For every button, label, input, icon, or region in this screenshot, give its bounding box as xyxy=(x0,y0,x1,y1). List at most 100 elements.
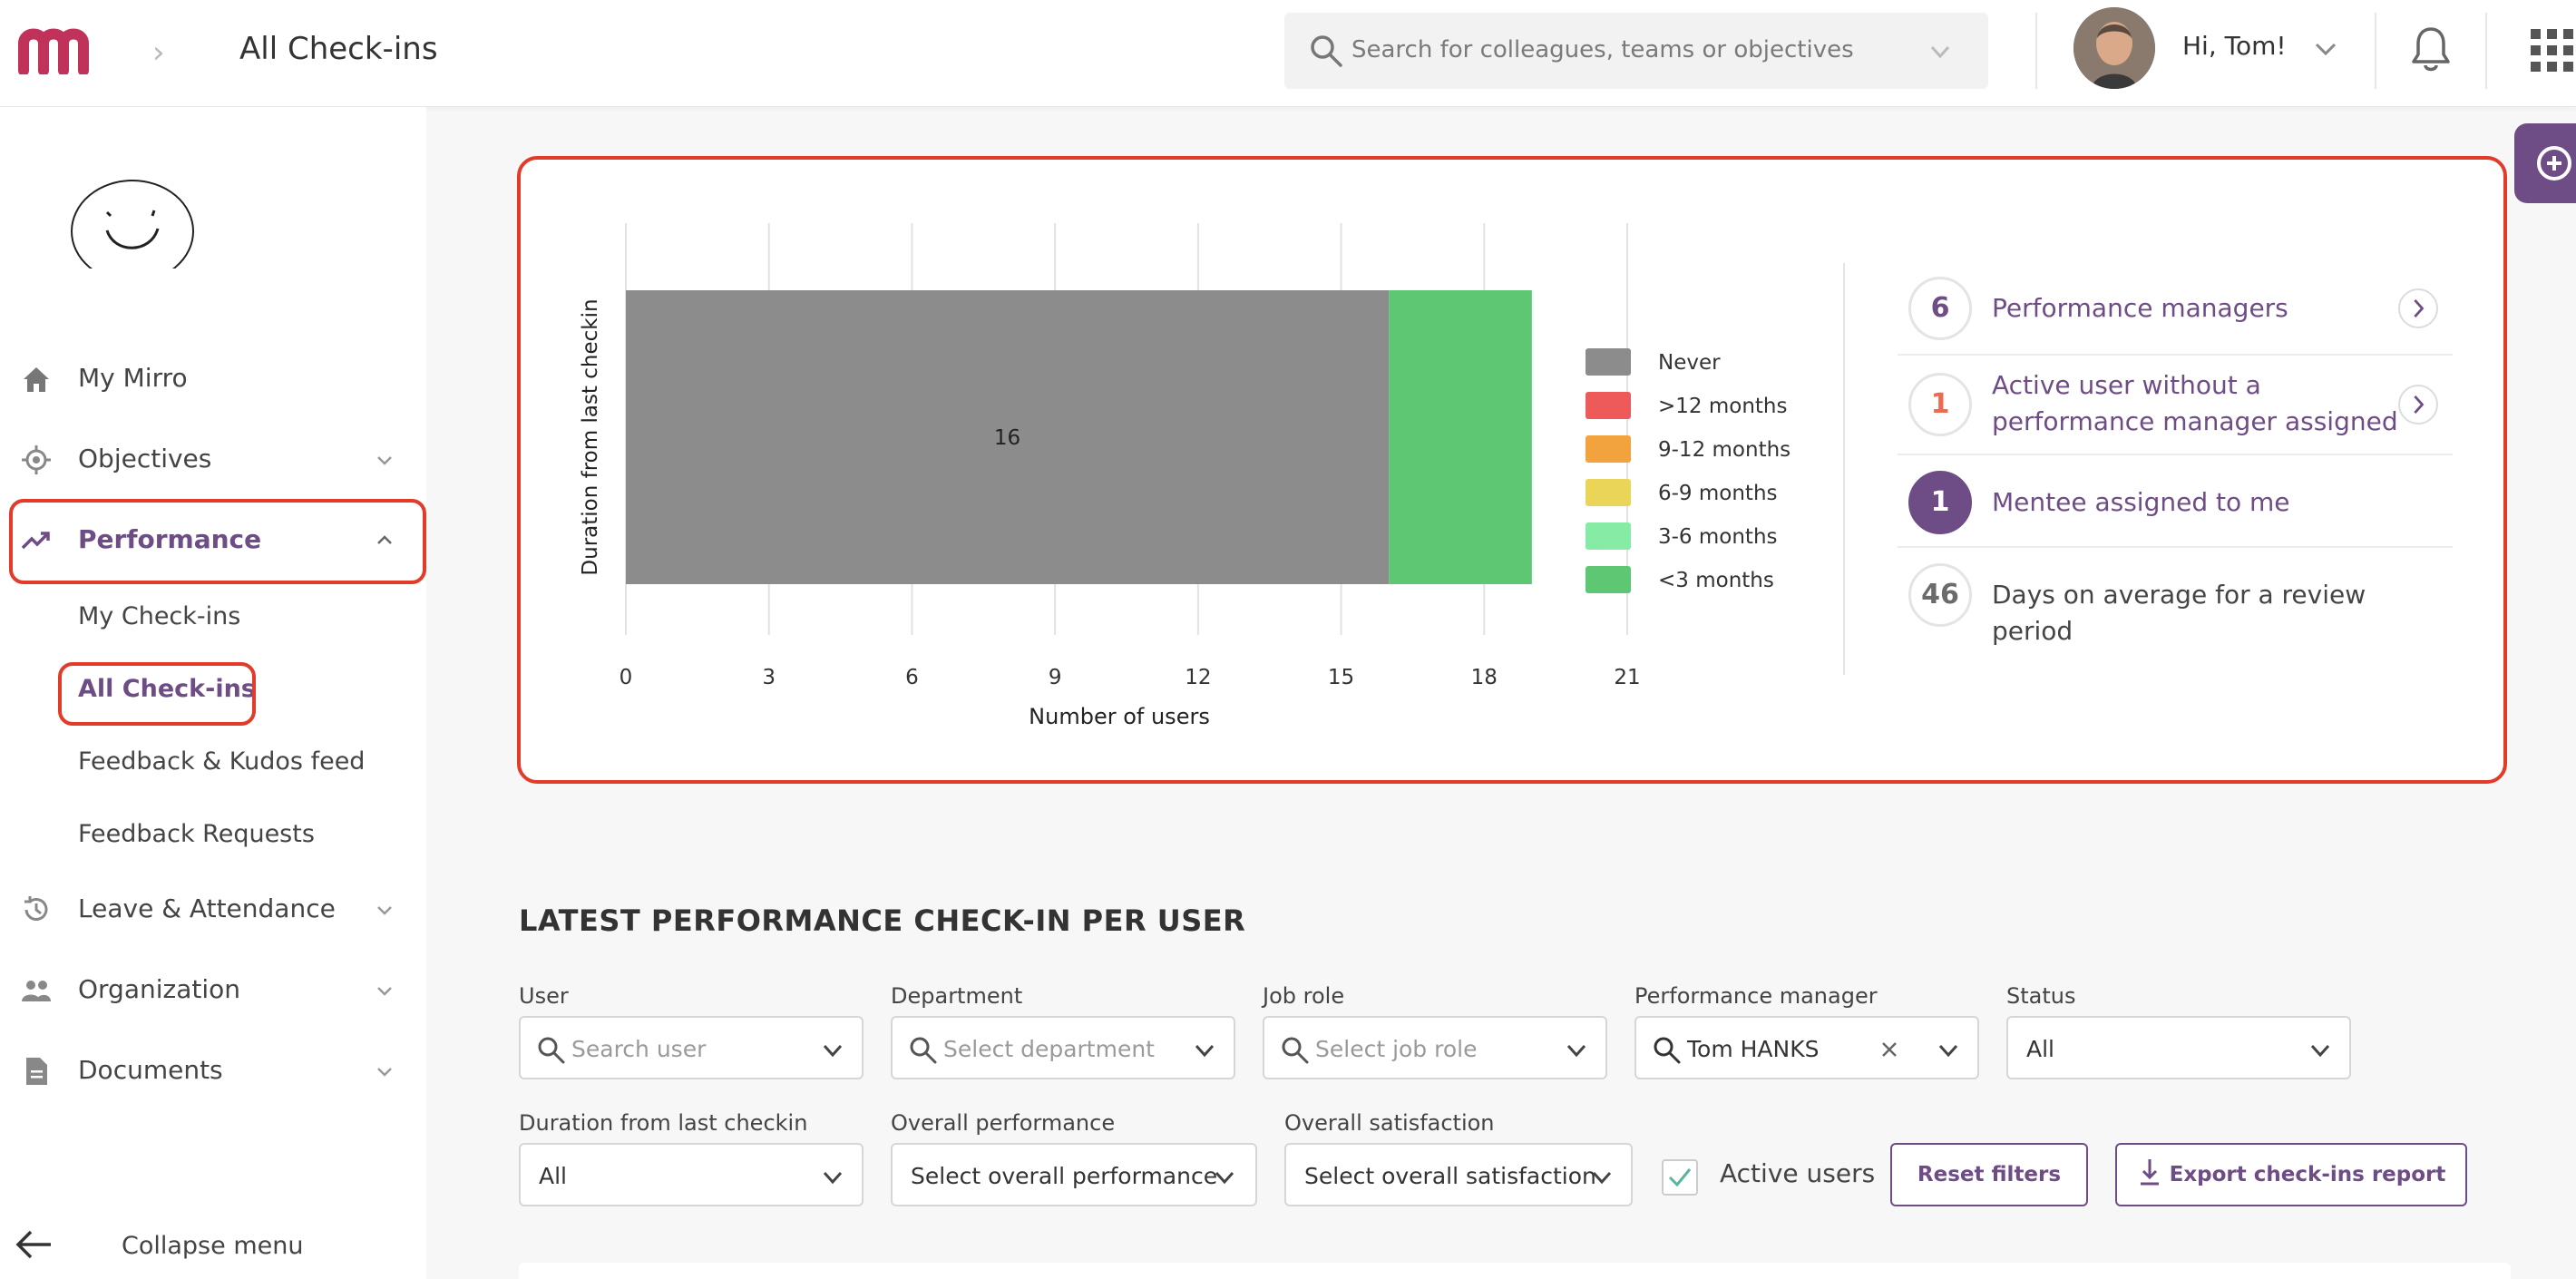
company-logo xyxy=(69,180,196,285)
search-icon xyxy=(1311,35,1342,67)
sidebar-item-performance[interactable]: Performance xyxy=(0,512,426,566)
divider xyxy=(1898,354,2453,356)
department-filter-select[interactable]: Select department xyxy=(891,1016,1235,1079)
filter-value: Select overall performance xyxy=(911,1163,1218,1189)
top-bar: › All Check-ins Search for colleagues, t… xyxy=(0,0,2576,107)
chevron-down-icon xyxy=(1592,1171,1612,1185)
stat-value: 46 xyxy=(1908,563,1972,627)
chevron-down-icon xyxy=(823,1044,843,1058)
filter-placeholder: Select job role xyxy=(1315,1036,1478,1062)
divider xyxy=(2035,13,2037,89)
divider xyxy=(2375,13,2376,89)
sidebar-subitem-feedback-kudos[interactable]: Feedback & Kudos feed xyxy=(78,747,366,776)
user-greeting[interactable]: Hi, Tom! xyxy=(2182,31,2287,61)
clear-icon[interactable] xyxy=(1876,1036,1903,1063)
chevron-down-icon xyxy=(1566,1044,1586,1058)
avatar[interactable] xyxy=(2073,7,2155,89)
legend-swatch xyxy=(1586,435,1631,463)
document-icon xyxy=(26,1058,47,1085)
checkins-table xyxy=(519,1263,2511,1279)
sidebar-item-documents[interactable]: Documents xyxy=(0,1042,426,1097)
active-users-label[interactable]: Active users xyxy=(1720,1158,1876,1188)
active-users-checkbox[interactable] xyxy=(1662,1159,1698,1196)
stat-value: 1 xyxy=(1908,373,1972,436)
home-icon xyxy=(24,367,49,392)
x-tick-label: 21 xyxy=(1614,666,1640,689)
stat-label: Mentee assigned to me xyxy=(1992,487,2290,517)
performance-manager-filter-select[interactable]: Tom HANKS xyxy=(1634,1016,1979,1079)
alarm-add-icon xyxy=(2537,146,2571,181)
stat-mentees[interactable]: 1 Mentee assigned to me xyxy=(1903,455,2453,552)
x-tick-label: 0 xyxy=(620,666,633,689)
filter-label-performance-manager: Performance manager xyxy=(1634,983,1878,1009)
chevron-down-icon xyxy=(1215,1171,1234,1185)
filter-value: Tom HANKS xyxy=(1687,1036,1820,1062)
legend-swatch xyxy=(1586,348,1631,376)
chevron-down-icon xyxy=(377,987,392,996)
legend-label: 6-9 months xyxy=(1658,482,1778,505)
add-reminder-button[interactable] xyxy=(2514,123,2576,203)
page-title: All Check-ins xyxy=(239,31,438,67)
sidebar-item-organization[interactable]: Organization xyxy=(0,962,426,1016)
job-role-filter-select[interactable]: Select job role xyxy=(1263,1016,1607,1079)
user-menu-chevron-icon[interactable] xyxy=(2311,34,2340,63)
legend-swatch xyxy=(1586,566,1631,593)
chevron-right-icon[interactable] xyxy=(2398,288,2438,328)
stat-label: performance manager assigned xyxy=(1992,406,2398,436)
filter-label-overall-satisfaction: Overall satisfaction xyxy=(1284,1110,1495,1136)
status-filter-select[interactable]: All xyxy=(2006,1016,2351,1079)
filter-label-job-role: Job role xyxy=(1263,983,1345,1009)
x-tick-label: 6 xyxy=(905,666,919,689)
sidebar-item-label: Leave & Attendance xyxy=(78,893,336,923)
sidebar-item-objectives[interactable]: Objectives xyxy=(0,431,426,485)
sidebar-item-label: Performance xyxy=(78,524,262,554)
chevron-down-icon xyxy=(377,906,392,915)
sidebar-item-my-mirro[interactable]: My Mirro xyxy=(0,350,426,405)
overall-satisfaction-filter-select[interactable]: Select overall satisfaction xyxy=(1284,1143,1633,1206)
chevron-right-icon[interactable] xyxy=(2398,385,2438,425)
divider xyxy=(1898,546,2453,548)
search-icon xyxy=(1282,1037,1309,1064)
legend-swatch xyxy=(1586,479,1631,506)
divider xyxy=(1898,454,2453,455)
apps-grid-icon[interactable] xyxy=(2529,27,2576,74)
notification-bell-icon[interactable] xyxy=(2409,24,2453,74)
chevron-down-icon xyxy=(823,1171,843,1185)
legend-swatch xyxy=(1586,392,1631,419)
collapse-menu-button[interactable]: Collapse menu xyxy=(0,1188,426,1279)
chevron-down-icon xyxy=(1195,1044,1215,1058)
bar-segment xyxy=(1389,290,1532,584)
highlight-box-all-checkins xyxy=(58,662,256,726)
arrow-left-icon xyxy=(15,1230,51,1259)
reset-filters-button[interactable]: Reset filters xyxy=(1890,1143,2088,1206)
x-tick-label: 15 xyxy=(1328,666,1354,689)
filter-placeholder: Search user xyxy=(571,1036,707,1062)
legend-label: Never xyxy=(1658,351,1721,375)
filter-value: All xyxy=(539,1163,567,1189)
y-axis-label: Duration from last checkin xyxy=(579,298,602,575)
sidebar-item-leave-attendance[interactable]: Leave & Attendance xyxy=(0,881,426,935)
overall-performance-filter-select[interactable]: Select overall performance xyxy=(891,1143,1257,1206)
target-icon xyxy=(22,445,51,474)
filter-value: Select overall satisfaction xyxy=(1304,1163,1596,1189)
chevron-up-icon xyxy=(377,535,392,544)
mirro-logo[interactable] xyxy=(16,24,91,74)
chevron-down-icon xyxy=(1930,45,1950,59)
sidebar-subitem-feedback-requests[interactable]: Feedback Requests xyxy=(78,820,315,848)
export-checkins-button[interactable]: Export check-ins report xyxy=(2115,1143,2467,1206)
divider xyxy=(1843,263,1845,675)
stat-performance-managers[interactable]: 6 Performance managers xyxy=(1903,261,2453,357)
global-search-input[interactable]: Search for colleagues, teams or objectiv… xyxy=(1284,13,1988,89)
sidebar-item-label: Organization xyxy=(78,974,241,1004)
chevron-down-icon xyxy=(2310,1044,2330,1058)
collapse-menu-label: Collapse menu xyxy=(122,1232,304,1260)
bar-data-label: 16 xyxy=(994,426,1020,450)
sidebar-subitem-my-checkins[interactable]: My Check-ins xyxy=(78,602,241,630)
stat-user-without-manager[interactable]: 1 Active user without a performance mana… xyxy=(1903,357,2453,454)
duration-filter-select[interactable]: All xyxy=(519,1143,864,1206)
user-filter-input[interactable]: Search user xyxy=(519,1016,864,1079)
sidebar-subitem-all-checkins[interactable]: All Check-ins xyxy=(78,675,256,703)
sidebar-item-label: My Mirro xyxy=(78,363,188,393)
stat-value: 6 xyxy=(1908,277,1972,340)
chevron-down-icon xyxy=(377,1068,392,1077)
